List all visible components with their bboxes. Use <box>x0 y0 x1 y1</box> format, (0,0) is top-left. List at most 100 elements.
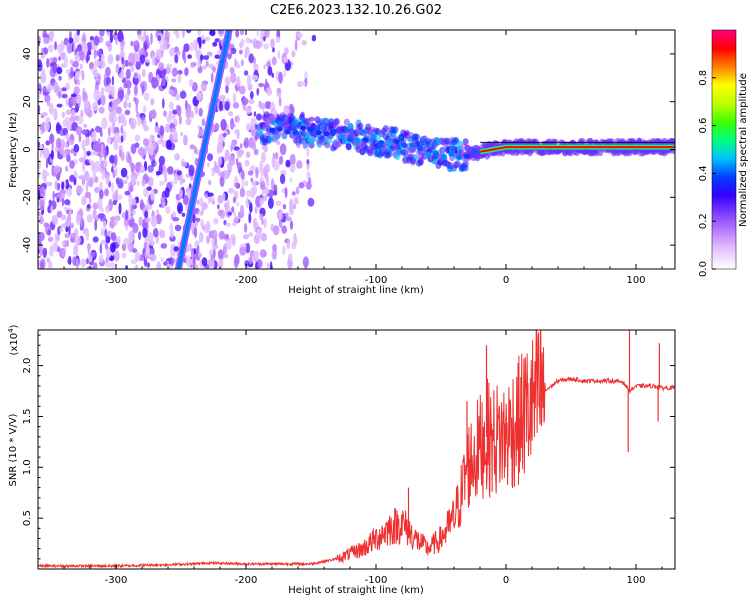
noise-speckle <box>217 204 220 210</box>
noise-speckle <box>133 40 139 46</box>
noise-speckle <box>68 225 71 235</box>
noise-speckle <box>204 193 209 199</box>
noise-speckle <box>233 211 237 217</box>
noise-speckle <box>231 206 235 213</box>
noise-speckle <box>210 72 214 83</box>
noise-speckle <box>41 69 46 74</box>
noise-speckle <box>164 30 169 39</box>
noise-speckle <box>59 228 64 233</box>
noise-speckle <box>207 162 210 168</box>
noise-speckle <box>260 165 264 178</box>
noise-speckle <box>69 115 76 123</box>
noise-speckle <box>279 173 286 185</box>
noise-speckle <box>267 66 273 76</box>
noise-speckle <box>54 41 57 51</box>
noise-speckle <box>95 125 101 133</box>
noise-speckle <box>108 111 114 123</box>
noise-speckle <box>161 196 166 209</box>
noise-speckle <box>39 123 43 131</box>
noise-speckle <box>219 175 225 188</box>
carrier-blob <box>354 137 361 143</box>
noise-speckle <box>224 101 230 111</box>
noise-speckle <box>139 54 146 64</box>
svg-text:(x104): (x104) <box>7 324 20 355</box>
noise-speckle <box>276 140 281 146</box>
noise-speckle <box>92 101 99 112</box>
noise-speckle <box>248 232 254 237</box>
carrier-blob <box>440 153 447 159</box>
noise-speckle <box>66 154 71 163</box>
carrier-spread <box>382 125 389 133</box>
noise-speckle <box>100 239 107 245</box>
noise-speckle <box>42 147 50 159</box>
colorbar-frame <box>711 29 737 270</box>
noise-speckle <box>156 261 162 269</box>
noise-speckle <box>247 170 254 176</box>
noise-speckle <box>219 100 223 112</box>
noise-speckle <box>139 165 145 174</box>
noise-speckle <box>154 124 160 133</box>
noise-speckle <box>130 40 134 47</box>
noise-speckle <box>64 199 71 206</box>
noise-speckle <box>115 167 118 176</box>
noise-speckle <box>56 197 60 203</box>
noise-speckle <box>65 69 71 75</box>
noise-speckle <box>179 189 183 199</box>
noise-speckle <box>227 168 231 177</box>
noise-speckle <box>60 248 65 257</box>
noise-speckle <box>66 187 73 197</box>
noise-speckle <box>142 138 149 147</box>
noise-speckle <box>72 61 79 68</box>
noise-speckle <box>100 131 103 137</box>
noise-speckle <box>160 72 166 79</box>
noise-speckle <box>194 264 199 269</box>
noise-speckle <box>207 259 213 268</box>
noise-speckle <box>239 143 243 149</box>
noise-speckle <box>217 209 223 217</box>
noise-speckle <box>118 72 123 78</box>
noise-speckle <box>76 185 84 194</box>
noise-speckle <box>56 234 60 242</box>
noise-speckle <box>211 170 215 177</box>
noise-speckle <box>308 177 312 186</box>
noise-speckle <box>120 125 124 134</box>
noise-speckle <box>194 44 198 52</box>
spectrogram-x-ticks: -300 -200 -100 0 100 <box>37 30 663 286</box>
noise-speckle <box>92 208 97 220</box>
noise-speckle <box>68 139 75 146</box>
noise-speckle <box>128 156 133 168</box>
noise-speckle <box>70 96 77 107</box>
noise-speckle <box>279 169 287 176</box>
tilted-line <box>176 30 231 269</box>
noise-speckle <box>43 222 50 228</box>
noise-speckle <box>81 195 87 206</box>
noise-speckle <box>69 30 72 40</box>
noise-speckle <box>58 90 61 99</box>
noise-speckle <box>120 44 124 53</box>
noise-speckle <box>138 73 142 84</box>
spectrogram-marks <box>38 30 675 269</box>
noise-speckle <box>60 214 67 221</box>
noise-speckle <box>198 107 203 117</box>
noise-speckle <box>99 181 103 193</box>
noise-speckle <box>253 250 260 259</box>
noise-speckle <box>243 141 248 147</box>
noise-speckle <box>271 250 276 260</box>
noise-speckle <box>50 150 54 160</box>
noise-speckle <box>124 109 131 116</box>
noise-speckle <box>40 261 44 269</box>
carrier-blob <box>456 155 463 161</box>
noise-speckle <box>94 160 101 173</box>
noise-speckle <box>47 205 52 214</box>
noise-speckle <box>284 187 288 199</box>
noise-speckle <box>100 53 105 63</box>
carrier-blob <box>425 151 431 157</box>
noise-speckle <box>76 54 81 63</box>
noise-speckle <box>143 41 148 52</box>
noise-speckle <box>38 59 42 68</box>
noise-speckle <box>228 154 236 166</box>
noise-speckle <box>114 250 120 262</box>
noise-speckle <box>122 180 128 185</box>
noise-speckle <box>91 131 97 143</box>
noise-speckle <box>73 143 80 153</box>
